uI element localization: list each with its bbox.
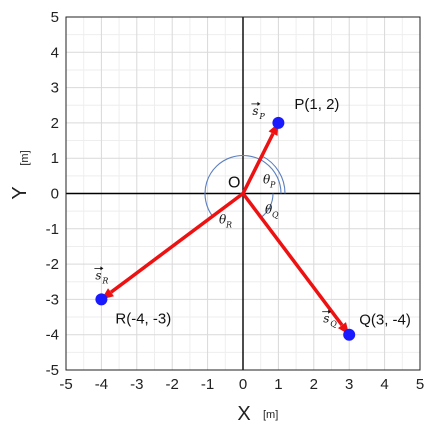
position-vectors [101,122,350,335]
y-axis-unit: [m] [19,150,31,165]
point-label-q: Q(3, -4) [359,312,411,329]
angle-subscript-p: P [269,181,276,190]
x-axis-unit: [m] [263,409,278,421]
vector-symbol-q: s [323,312,329,326]
point-p [272,116,285,129]
angle-symbol-q: θ [265,203,273,217]
x-tick-label: -2 [166,376,179,393]
x-tick-label: 4 [380,376,388,393]
x-tick-label: -3 [130,376,143,393]
y-tick-label: -4 [46,327,59,344]
data-points [95,116,356,341]
vector-accent-head-r [100,266,104,271]
vector-r-shaft [109,192,245,294]
x-tick-labels: -5 -4 -3 -2 -1 0 1 2 3 4 5 [59,376,424,393]
x-tick-label: 3 [345,376,353,393]
vector-subscript-q: Q [330,320,337,329]
angle-arc-q [260,193,274,218]
point-r [95,293,108,306]
y-axis-label: Y [9,186,31,199]
point-label-r: R(-4, -3) [115,310,171,327]
vector-p-shaft [241,132,275,195]
angle-arc-p [261,155,286,194]
x-tick-label: 5 [416,376,424,393]
vector-accent-head-p [257,101,261,106]
point-q [343,328,356,341]
y-tick-label: 5 [51,9,59,26]
annotation-labels: P(1, 2)s Pθ PQ(3, -4)s Qθ QR(-4, -3)s Rθ R [94,96,411,329]
y-tick-label: 0 [51,186,59,203]
x-tick-label: 0 [239,376,247,393]
vector-subscript-p: P [258,112,265,121]
y-tick-label: -2 [46,256,59,273]
angle-arc-r [204,155,282,217]
y-tick-label: 2 [51,115,59,132]
y-tick-label: 3 [51,80,59,97]
y-tick-label: -3 [46,291,59,308]
point-label-p: P(1, 2) [294,96,339,113]
x-tick-label: 2 [310,376,318,393]
origin-label: O [228,175,240,192]
angle-subscript-r: R [225,221,232,230]
y-tick-label: 4 [51,44,59,61]
vector-subscript-r: R [101,276,108,285]
vector-symbol-r: s [95,268,101,282]
y-tick-label: -5 [46,362,59,379]
x-tick-label: -1 [201,376,214,393]
x-tick-label: -5 [59,376,72,393]
vector-q-shaft [241,192,344,327]
angle-subscript-q: Q [272,211,279,220]
angle-symbol-r: θ [219,213,227,227]
x-axis-label: X [237,403,250,425]
angle-symbol-p: θ [263,173,271,187]
y-tick-label: -1 [46,221,59,238]
y-tick-label: 1 [51,150,59,167]
x-tick-label: 1 [274,376,282,393]
y-tick-labels: -5 -4 -3 -2 -1 0 1 2 3 4 5 [46,9,59,379]
plot-frame [65,16,421,371]
x-tick-label: -4 [95,376,108,393]
vector-accent-head-q [328,309,332,314]
vector-symbol-p: s [252,104,258,118]
